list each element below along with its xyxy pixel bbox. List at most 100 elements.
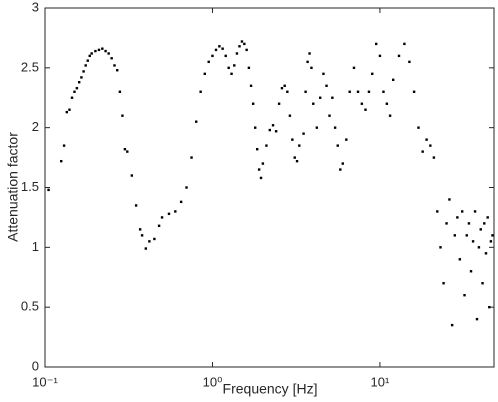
point — [310, 66, 313, 70]
point — [306, 60, 309, 64]
point — [271, 124, 275, 127]
point — [97, 48, 101, 52]
point — [432, 156, 436, 159]
point — [62, 144, 66, 147]
point — [456, 216, 459, 219]
point — [82, 70, 85, 73]
point — [403, 42, 406, 46]
point — [479, 228, 482, 231]
point — [144, 247, 148, 250]
point — [84, 64, 87, 67]
point — [391, 78, 395, 81]
point — [157, 224, 161, 227]
point — [138, 228, 142, 231]
point — [174, 210, 177, 213]
point — [467, 222, 471, 225]
point — [73, 90, 76, 93]
point — [302, 132, 305, 135]
point — [345, 138, 348, 141]
y-tick-label: 0.5 — [21, 299, 39, 314]
point — [331, 96, 334, 99]
point — [352, 66, 356, 70]
point — [123, 148, 127, 151]
point — [382, 90, 385, 93]
point — [140, 234, 144, 237]
point — [312, 102, 315, 105]
point — [436, 210, 439, 213]
point — [65, 110, 69, 114]
point — [486, 216, 489, 219]
point — [448, 198, 451, 201]
point — [257, 168, 261, 171]
point — [153, 237, 156, 241]
point — [245, 48, 248, 52]
point — [442, 282, 445, 285]
point — [453, 234, 457, 237]
point — [364, 108, 367, 111]
point — [388, 114, 392, 117]
x-tick-label: 10¹ — [371, 374, 390, 389]
point — [481, 282, 484, 285]
y-tick-label: 1 — [32, 239, 39, 254]
point — [371, 72, 374, 76]
point — [243, 42, 246, 46]
point — [473, 210, 477, 213]
point — [265, 144, 268, 147]
point — [211, 54, 214, 58]
point — [77, 80, 81, 84]
point — [277, 102, 281, 105]
point — [477, 246, 481, 249]
point — [463, 294, 466, 297]
point — [465, 234, 468, 237]
point — [47, 188, 50, 192]
y-tick-label: 2.5 — [21, 59, 39, 74]
point — [336, 144, 339, 147]
point — [134, 204, 138, 207]
point — [218, 45, 221, 48]
point — [230, 72, 233, 76]
point — [408, 60, 411, 64]
point — [304, 90, 307, 93]
point — [70, 96, 74, 99]
point — [227, 66, 230, 70]
point — [261, 162, 265, 165]
point — [75, 86, 79, 90]
point — [325, 84, 328, 87]
point — [308, 52, 311, 55]
point — [101, 47, 104, 50]
point — [190, 156, 193, 159]
point — [339, 168, 342, 171]
point — [199, 90, 202, 93]
point — [233, 64, 236, 67]
point — [259, 176, 263, 180]
point — [360, 102, 364, 105]
point — [295, 159, 299, 163]
point — [118, 90, 122, 93]
point — [471, 240, 475, 243]
point — [88, 54, 91, 58]
point — [469, 270, 473, 273]
point — [397, 54, 401, 58]
point — [286, 90, 289, 93]
point — [68, 108, 71, 111]
y-tick-label: 2 — [32, 119, 39, 134]
point — [484, 252, 488, 255]
y-tick-label: 0 — [32, 358, 39, 373]
point — [113, 64, 116, 67]
point — [374, 42, 378, 46]
point — [429, 144, 432, 147]
point — [160, 216, 164, 219]
point — [283, 84, 286, 87]
point — [439, 246, 442, 249]
x-tick-label: 10⁻¹ — [32, 374, 58, 389]
point — [80, 76, 83, 79]
point — [185, 186, 188, 189]
point — [121, 114, 124, 117]
point — [483, 222, 486, 225]
point — [274, 130, 278, 133]
point — [328, 114, 331, 117]
point — [421, 150, 424, 153]
point — [385, 102, 389, 105]
